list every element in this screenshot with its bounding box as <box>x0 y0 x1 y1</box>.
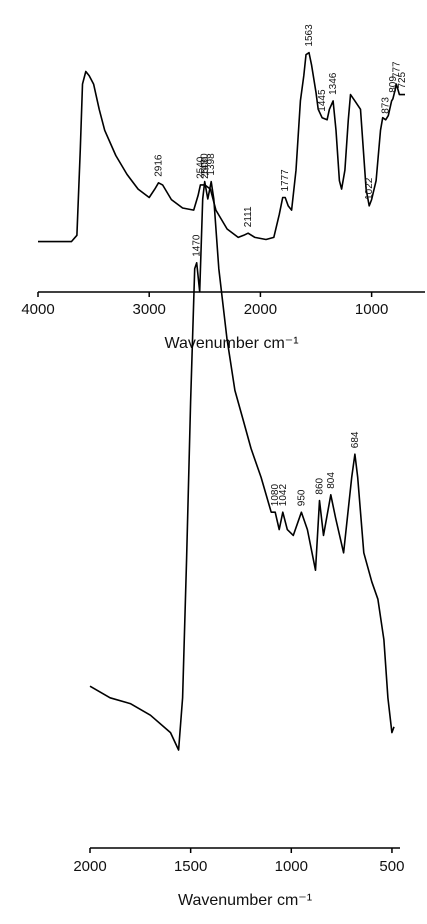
x-tick-label: 2000 <box>244 301 277 318</box>
peak-label: 1563 <box>304 24 315 47</box>
peak-label: 950 <box>296 489 307 506</box>
x-axis-title: Wavenumber cm⁻¹ <box>178 892 312 909</box>
x-tick-label: 3000 <box>133 301 166 318</box>
peak-label: 860 <box>314 477 325 494</box>
peak-label: 1445 <box>317 89 328 112</box>
peak-label: 684 <box>350 431 361 448</box>
peak-label: 873 <box>381 97 392 114</box>
peak-label: 1470 <box>192 234 203 257</box>
peak-label: 2111 <box>243 206 254 227</box>
x-tick-label: 1000 <box>355 301 388 318</box>
peak-label: 1398 <box>206 153 217 176</box>
x-tick-label: 1000 <box>275 858 308 875</box>
spectrum-line <box>89 180 395 751</box>
peak-label: 725 <box>397 71 408 88</box>
x-tick-label: 2000 <box>73 858 106 875</box>
chart: 2000 1500 1000 500 Wavenumber cm⁻¹ 1470 143013… <box>73 153 404 909</box>
peak-label: 2500 <box>200 156 211 179</box>
peak-label: 804 <box>326 472 337 489</box>
spectrum-line <box>38 51 405 243</box>
x-tick-label: 4000 <box>21 301 54 318</box>
x-tick-label: 500 <box>379 858 404 875</box>
peak-label: 2540 <box>195 156 206 179</box>
peak-label: 1080 <box>270 484 281 507</box>
peak-label: 777 <box>391 61 402 78</box>
peak-label: 1022 <box>364 177 375 200</box>
x-tick-label: 1500 <box>174 858 207 875</box>
peak-label: 1042 <box>278 484 289 507</box>
peak-label: 1777 <box>280 169 291 192</box>
x-axis-title: Wavenumber cm⁻¹ <box>164 335 298 352</box>
peak-label: 1430 <box>200 153 211 176</box>
peak-label: 2916 <box>154 154 165 177</box>
peak-label: 1346 <box>328 72 339 95</box>
peak-label: 809 <box>388 76 399 93</box>
